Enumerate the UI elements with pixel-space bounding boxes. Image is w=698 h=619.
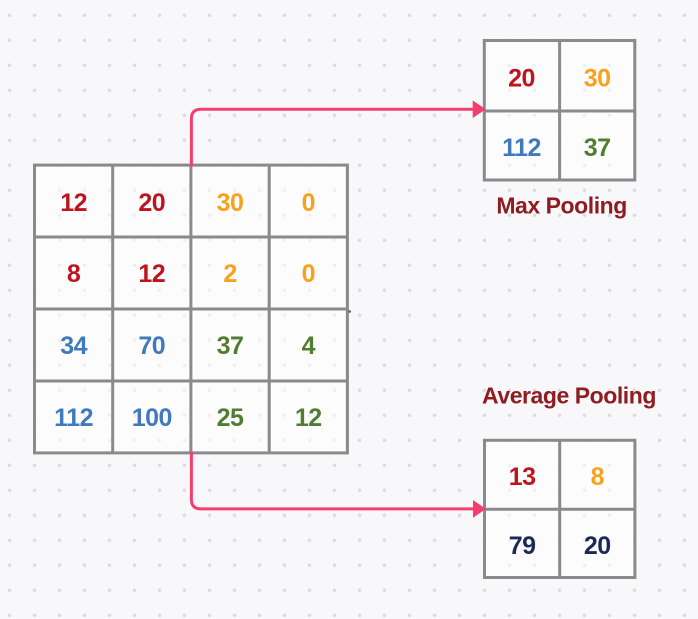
svg-text:100: 100: [132, 404, 172, 432]
svg-text:70: 70: [138, 332, 165, 360]
svg-text:Average Pooling: Average Pooling: [482, 382, 656, 408]
svg-text:12: 12: [60, 189, 87, 217]
svg-text:34: 34: [60, 332, 87, 360]
svg-text:112: 112: [502, 134, 541, 162]
svg-text:0: 0: [302, 189, 315, 217]
svg-text:12: 12: [295, 404, 322, 432]
svg-text:20: 20: [584, 532, 611, 560]
svg-text:30: 30: [217, 189, 244, 217]
svg-text:30: 30: [584, 64, 611, 92]
svg-text:2: 2: [223, 260, 236, 288]
svg-text:112: 112: [54, 404, 93, 432]
svg-text:79: 79: [509, 532, 536, 560]
svg-text:25: 25: [217, 404, 244, 432]
svg-text:8: 8: [591, 463, 605, 491]
svg-text:37: 37: [217, 332, 244, 360]
svg-text:0: 0: [302, 260, 315, 288]
svg-text:20: 20: [138, 189, 165, 217]
svg-text:37: 37: [584, 134, 611, 162]
svg-text:12: 12: [138, 260, 165, 288]
svg-text:13: 13: [509, 463, 536, 491]
svg-text:8: 8: [67, 260, 81, 288]
svg-text:4: 4: [302, 332, 316, 360]
svg-text:20: 20: [508, 64, 535, 92]
svg-text:Max Pooling: Max Pooling: [496, 192, 627, 218]
